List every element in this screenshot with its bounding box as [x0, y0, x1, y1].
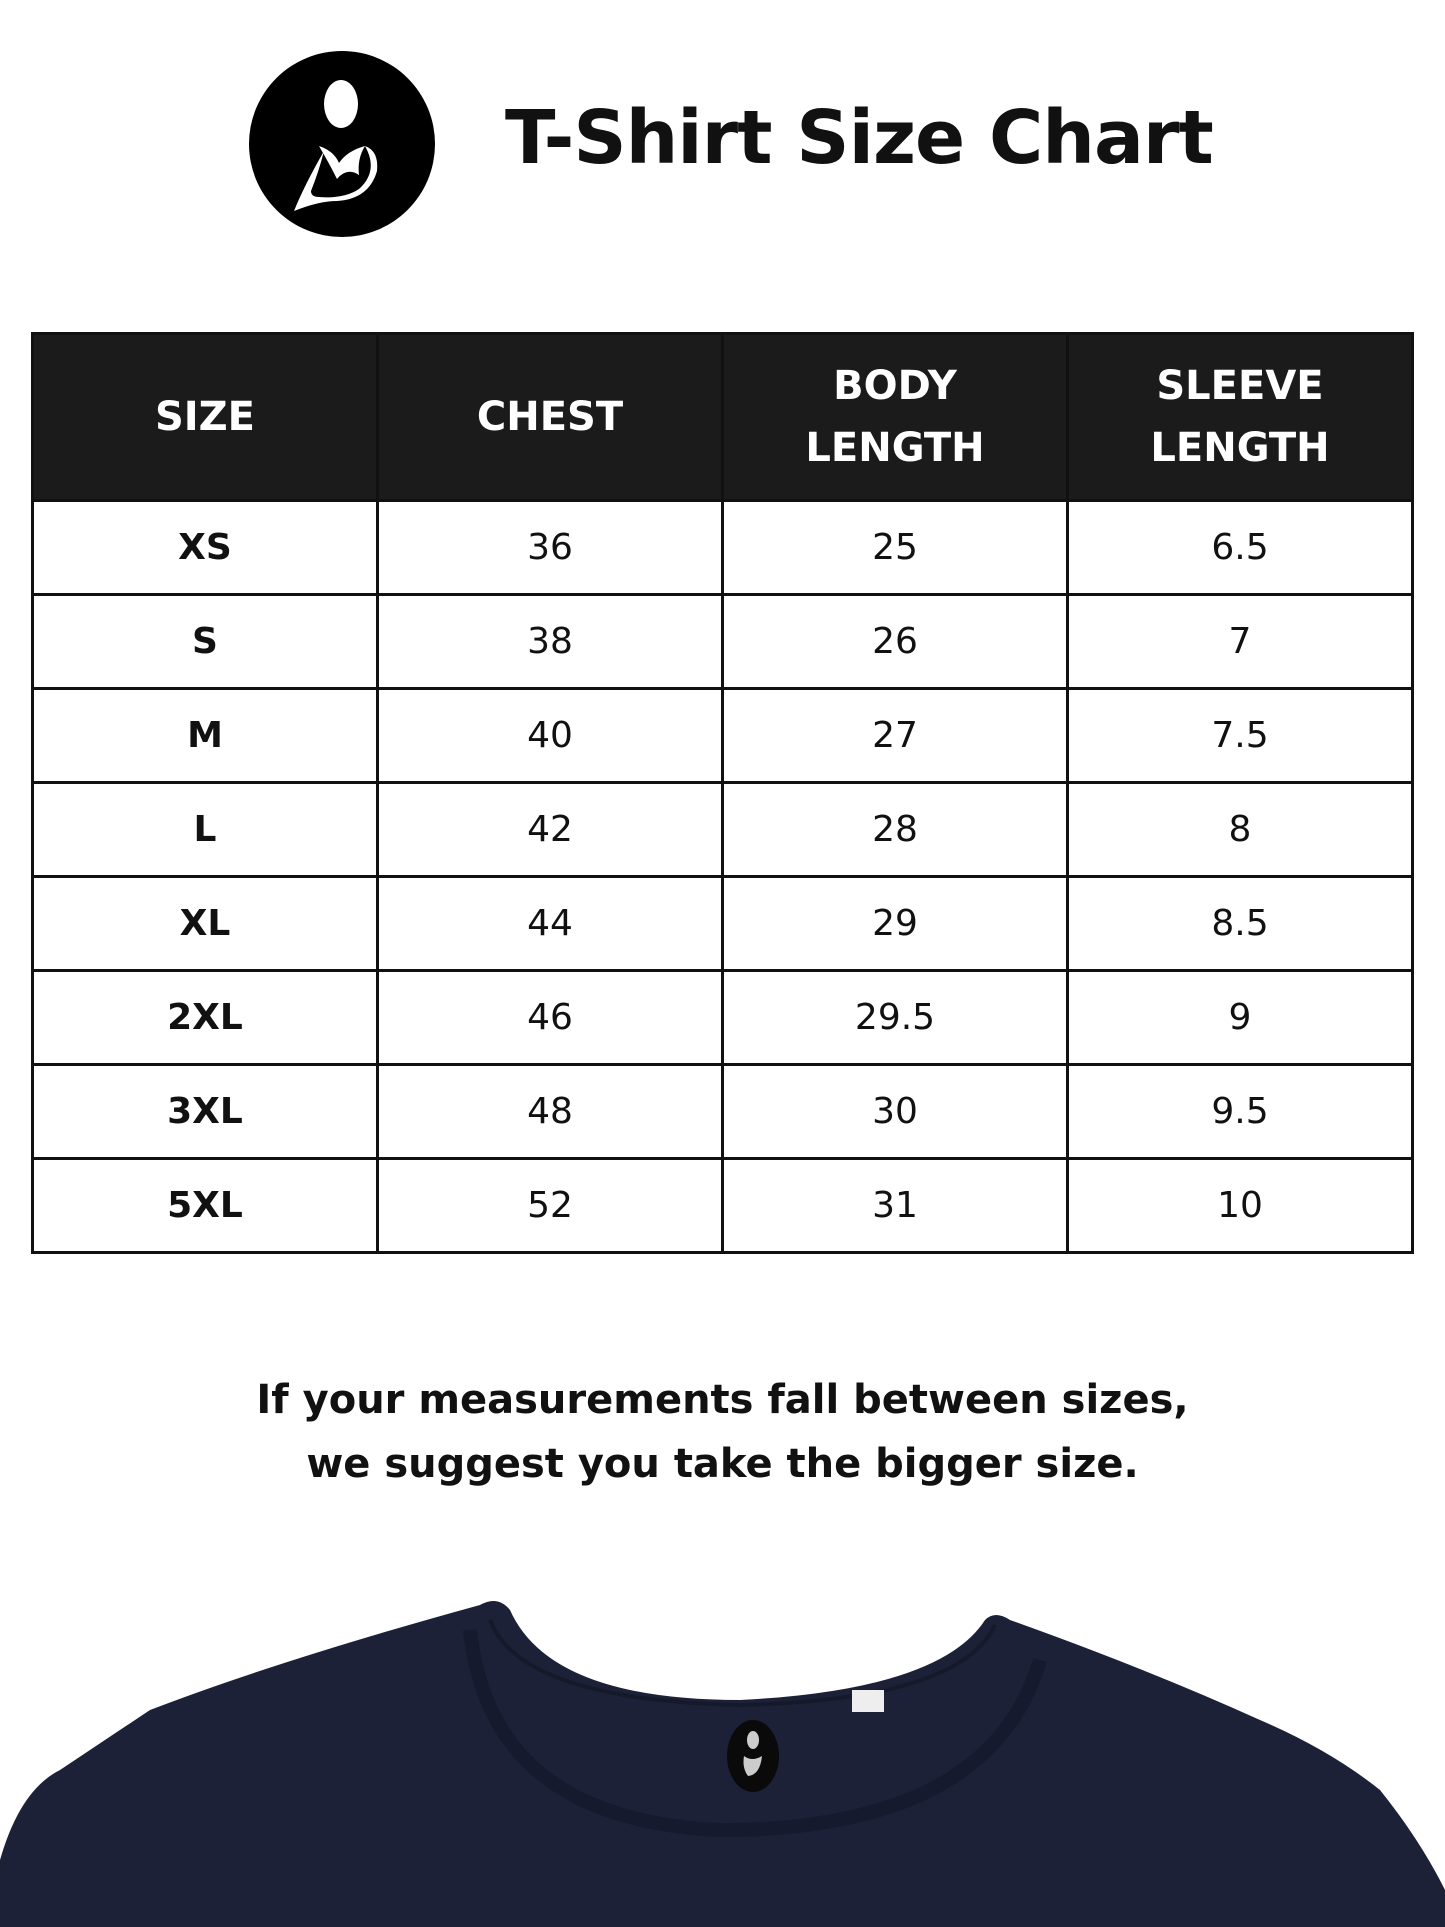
measurement-cell: 7.5 [1066, 687, 1414, 784]
sizing-note: If your measurements fall between sizes,… [0, 1368, 1445, 1496]
table-row: XL 44 29 8.5 [31, 875, 1414, 972]
column-header: CHEST [376, 332, 724, 502]
measurement-cell: 9 [1066, 969, 1414, 1066]
column-header-line: CHEST [476, 394, 624, 440]
size-cell: S [31, 593, 379, 690]
column-header: SLEEVE LENGTH [1066, 332, 1414, 502]
table-row: 2XL 46 29.5 9 [31, 969, 1414, 1066]
size-cell: L [31, 781, 379, 878]
measurement-cell: 9.5 [1066, 1063, 1414, 1160]
table-header-row: SIZE CHEST BODY LENGTH SLEEVE LENGTH [31, 332, 1414, 502]
mother-child-logo-icon [249, 51, 435, 237]
column-header-line: SIZE [154, 394, 256, 440]
size-cell: XS [31, 499, 379, 596]
measurement-cell: 7 [1066, 593, 1414, 690]
measurement-cell: 38 [376, 593, 724, 690]
measurement-cell: 25 [721, 499, 1069, 596]
size-cell: XL [31, 875, 379, 972]
size-cell: M [31, 687, 379, 784]
column-header-line: BODY [833, 363, 957, 409]
size-cell: 2XL [31, 969, 379, 1066]
measurement-cell: 28 [721, 781, 1069, 878]
sizing-note-line-1: If your measurements fall between sizes, [256, 1377, 1189, 1423]
measurement-cell: 36 [376, 499, 724, 596]
table-row: S 38 26 7 [31, 593, 1414, 690]
measurement-cell: 30 [721, 1063, 1069, 1160]
column-header: BODY LENGTH [721, 332, 1069, 502]
column-header: SIZE [31, 332, 379, 502]
measurement-cell: 29.5 [721, 969, 1069, 1066]
column-header-line: LENGTH [1150, 425, 1330, 471]
size-cell: 5XL [31, 1157, 379, 1254]
table-row: XS 36 25 6.5 [31, 499, 1414, 596]
size-chart-table: SIZE CHEST BODY LENGTH SLEEVE LENGTH XS 36 25 6.… [31, 332, 1414, 1254]
measurement-cell: 40 [376, 687, 724, 784]
measurement-cell: 26 [721, 593, 1069, 690]
measurement-cell: 10 [1066, 1157, 1414, 1254]
size-cell: 3XL [31, 1063, 379, 1160]
measurement-cell: 8.5 [1066, 875, 1414, 972]
table-row: L 42 28 8 [31, 781, 1414, 878]
column-header-line: SLEEVE [1156, 363, 1324, 409]
page-title: T-Shirt Size Chart [505, 95, 1214, 181]
measurement-cell: 52 [376, 1157, 724, 1254]
table-row: 3XL 48 30 9.5 [31, 1063, 1414, 1160]
measurement-cell: 8 [1066, 781, 1414, 878]
table-row: 5XL 52 31 10 [31, 1157, 1414, 1254]
measurement-cell: 42 [376, 781, 724, 878]
table-body: XS 36 25 6.5 S 38 26 7 M 40 27 7.5 L 42 28 8 XL 44 29 8.5 2X… [31, 499, 1414, 1254]
measurement-cell: 46 [376, 969, 724, 1066]
tshirt-image [0, 1601, 1445, 1927]
sizing-note-line-2: we suggest you take the bigger size. [306, 1441, 1139, 1487]
measurement-cell: 44 [376, 875, 724, 972]
measurement-cell: 29 [721, 875, 1069, 972]
measurement-cell: 31 [721, 1157, 1069, 1254]
measurement-cell: 48 [376, 1063, 724, 1160]
column-header-line: LENGTH [805, 425, 985, 471]
measurement-cell: 27 [721, 687, 1069, 784]
measurement-cell: 6.5 [1066, 499, 1414, 596]
table-row: M 40 27 7.5 [31, 687, 1414, 784]
